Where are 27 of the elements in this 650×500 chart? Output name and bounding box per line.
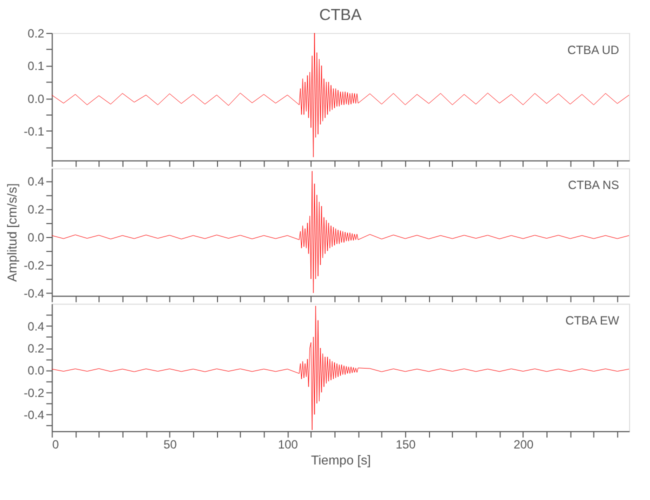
y-axis-title: Amplitud [cm/s/s] <box>4 183 20 282</box>
line-series <box>52 32 630 158</box>
annotation: CTBA UD <box>567 42 620 57</box>
line-series <box>52 170 630 294</box>
y-tick-label: 0.0 <box>28 92 45 106</box>
y-tick-label: 0.0 <box>28 364 45 378</box>
annotation: CTBA NS <box>568 178 620 192</box>
x-tick-label: 100 <box>278 438 298 452</box>
x-tick-label: 50 <box>163 438 178 452</box>
y-tick-label: -0.4 <box>24 408 45 422</box>
x-axis-title: Tiempo [s] <box>310 452 371 468</box>
y-tick-label: -0.4 <box>24 286 45 300</box>
y-tick-label: -0.2 <box>24 386 45 400</box>
y-tick-label: 0.2 <box>28 202 45 216</box>
y-tick-label: 0.1 <box>28 59 45 74</box>
y-tick-label: 0.0 <box>28 230 45 244</box>
y-tick-label: -0.2 <box>24 258 45 272</box>
y-tick-label: 0.2 <box>28 341 45 356</box>
y-tick-label: 0.4 <box>28 319 45 334</box>
annotation: CTBA EW <box>565 314 620 328</box>
y-tick-label: 0.2 <box>28 26 45 40</box>
x-tick-label: 150 <box>396 438 416 452</box>
x-tick-label: 0 <box>52 438 60 452</box>
chart-title: CTBA <box>319 7 362 24</box>
y-tick-label: -0.1 <box>24 124 45 138</box>
y-tick-label: 0.4 <box>28 174 45 188</box>
x-tick-label: 200 <box>514 438 534 452</box>
